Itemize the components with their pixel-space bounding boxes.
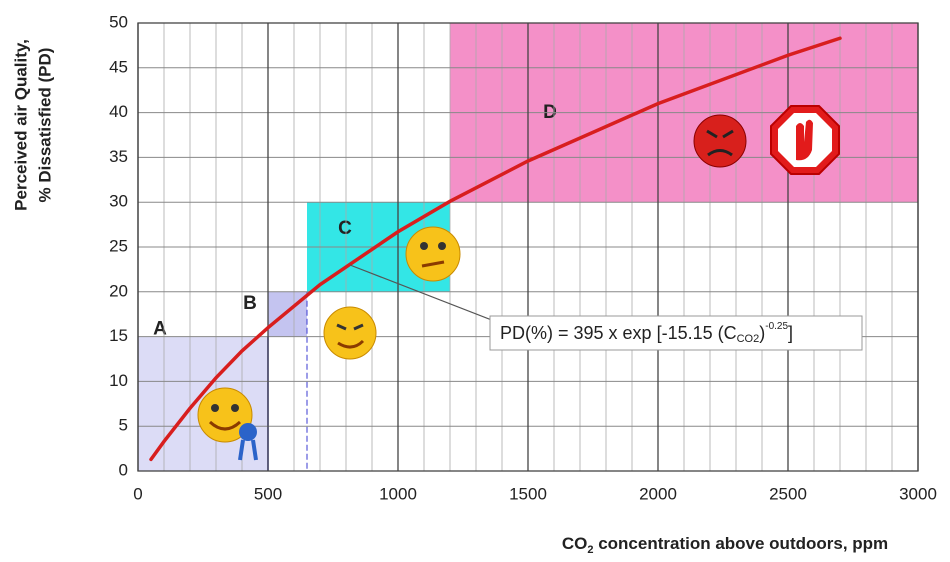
emoji-angry [694,115,746,167]
stop-sign [771,106,839,174]
x-tick-label: 500 [254,484,282,503]
y-tick-label: 30 [109,192,128,211]
eq-part: PD(%) = 395 x exp [-15.15 (C [500,323,737,343]
emoji-sly [324,307,376,359]
region-label: B [243,293,257,314]
x-label-part: CO [562,534,588,553]
y-axis-label: % Dissatisfied (PD) [35,48,54,203]
x-tick-label: 2500 [769,484,807,503]
y-tick-label: 40 [109,102,128,121]
y-tick-label: 0 [119,460,128,479]
y-tick-label: 10 [109,371,128,390]
eq-sub: CO2 [737,333,760,345]
y-tick-label: 50 [109,12,128,31]
x-tick-label: 1000 [379,484,417,503]
y-tick-label: 20 [109,281,128,300]
y-axis-label: Perceived air Quality, [11,39,30,211]
y-tick-label: 5 [119,416,128,435]
y-tick-label: 35 [109,147,128,166]
eq-part: ] [788,323,793,343]
x-tick-label: 3000 [899,484,937,503]
y-tick-label: 15 [109,326,128,345]
x-label-part: concentration above outdoors, ppm [593,534,888,553]
eq-sup: -0.25 [765,321,788,332]
emoji-doubt [406,227,460,281]
x-tick-label: 0 [133,484,142,503]
x-tick-label: 2000 [639,484,677,503]
x-tick-label: 1500 [509,484,547,503]
y-tick-label: 45 [109,57,128,76]
chart: ABCD 05101520253035404550050010001500200… [0,0,950,562]
x-axis-label: CO2 concentration above outdoors, ppm [562,534,888,555]
region-label: C [338,218,352,239]
y-tick-label: 25 [109,236,128,255]
